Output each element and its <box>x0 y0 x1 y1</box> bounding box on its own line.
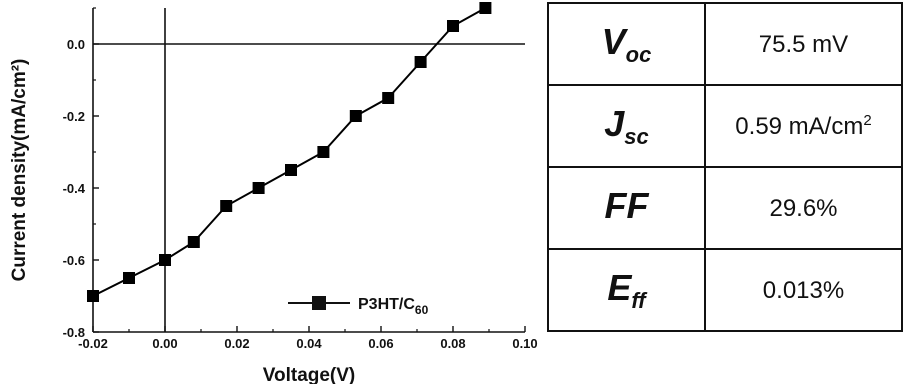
data-point-marker <box>87 290 99 302</box>
data-point-marker <box>187 236 200 248</box>
y-axis-label: Current density(mA/cm²) <box>9 59 30 282</box>
data-point-marker <box>317 146 330 158</box>
symbol-cell: Jsc <box>547 84 706 168</box>
y-tick-label: -0.2 <box>63 109 85 124</box>
value-cell: 0.59 mA/cm2 <box>704 84 903 168</box>
value-text: 29.6% <box>769 194 838 222</box>
x-tick-label: 0.08 <box>440 336 465 351</box>
x-tick-label: 0.04 <box>296 336 322 351</box>
y-tick-label: 0.0 <box>67 37 85 52</box>
symbol-cell: Voc <box>547 2 706 86</box>
data-point-marker <box>479 2 492 14</box>
table-row: Voc 75.5 mV <box>547 2 903 86</box>
plot-frame <box>92 8 525 333</box>
data-point-marker <box>159 254 171 266</box>
value-superscript: 2 <box>863 111 872 129</box>
iv-curve-chart: -0.02 0.00 0.02 0.04 0.06 0.08 0.10 0.0 -0.2 -0.4… <box>9 2 538 384</box>
symbol-text: FF <box>604 184 649 226</box>
legend-marker <box>312 296 326 310</box>
x-axis-label: Voltage(V) <box>263 365 356 384</box>
symbol-cell: FF <box>547 166 706 250</box>
legend: P3HT/C60 <box>288 296 429 317</box>
data-point-marker <box>447 20 459 32</box>
data-point-marker <box>220 200 233 212</box>
table-row: Eff 0.013% <box>547 248 903 332</box>
x-tick-label: 0.06 <box>368 336 393 351</box>
symbol-text: V <box>601 20 626 62</box>
y-tick-label: -0.6 <box>63 253 85 268</box>
x-tick-label: 0.10 <box>512 336 537 351</box>
value-cell: 75.5 mV <box>704 2 903 86</box>
parameters-table: Voc 75.5 mV Jsc 0.59 mA/cm2 FF 29.6% Eff… <box>547 2 903 332</box>
axis-ticks: -0.02 0.00 0.02 0.04 0.06 0.08 0.10 0.0 -0.2 -0.4… <box>63 7 538 351</box>
x-tick-label: 0.02 <box>224 336 249 351</box>
series-layer <box>87 2 492 302</box>
value-text: 0.013% <box>762 276 845 304</box>
series-line <box>92 7 486 297</box>
y-tick-label: -0.8 <box>63 325 85 340</box>
symbol-text: J <box>604 102 625 144</box>
symbol-cell: Eff <box>547 248 706 332</box>
value-cell: 0.013% <box>704 248 903 332</box>
data-point-marker <box>285 164 297 176</box>
y-tick-label: -0.4 <box>63 181 86 196</box>
x-tick-label: 0.00 <box>152 336 177 351</box>
value-text: 75.5 mV <box>758 30 849 58</box>
data-point-marker <box>252 182 265 194</box>
data-point-marker <box>123 272 135 284</box>
symbol-subscript: sc <box>624 123 649 149</box>
table-row: FF 29.6% <box>547 166 903 250</box>
x-tick-label: -0.02 <box>78 336 108 351</box>
symbol-text: E <box>607 266 632 308</box>
data-point-marker <box>382 92 395 104</box>
value-cell: 29.6% <box>704 166 903 250</box>
symbol-subscript: ff <box>631 287 646 313</box>
value-text: 0.59 mA/cm <box>735 112 864 140</box>
data-point-marker <box>349 110 362 122</box>
table-row: Jsc 0.59 mA/cm2 <box>547 84 903 168</box>
data-point-marker <box>414 56 427 68</box>
symbol-subscript: oc <box>625 41 652 67</box>
legend-label: P3HT/C60 <box>358 296 429 317</box>
